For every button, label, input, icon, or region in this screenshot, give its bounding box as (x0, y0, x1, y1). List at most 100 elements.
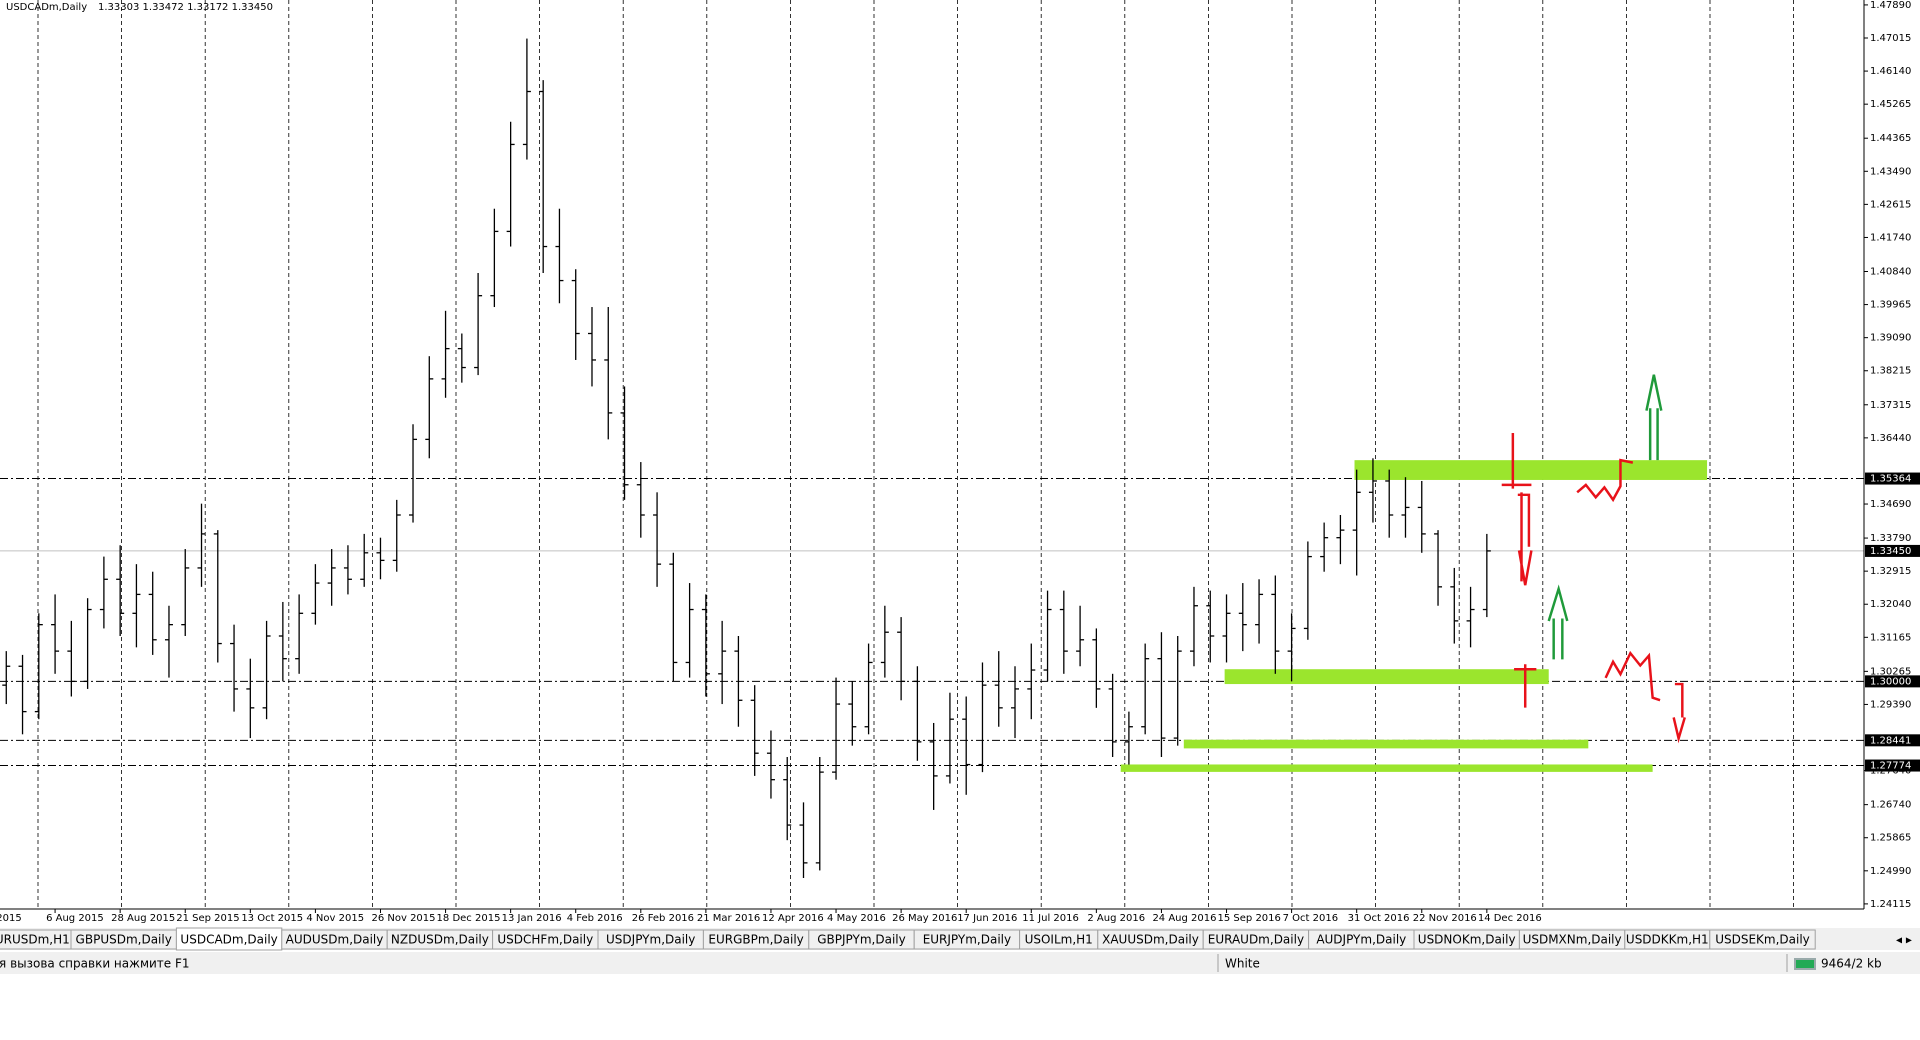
up-arrow (1645, 374, 1663, 461)
x-tick-label: 26 May 2016 (892, 913, 957, 924)
x-tick-label: 6 Aug 2015 (46, 913, 104, 924)
x-tick-label: 17 Jun 2016 (957, 913, 1017, 924)
tab[interactable] (1709, 929, 1816, 950)
x-tick-label: 14 Dec 2016 (1478, 913, 1542, 924)
tab-label[interactable]: AUDUSDm,Daily (286, 933, 384, 947)
x-tick-label: 21 Mar 2016 (697, 913, 760, 924)
y-tick-label: 1.37315 (1870, 400, 1911, 411)
tab-scroll[interactable]: ◂ ▸ (1896, 933, 1912, 947)
x-tick-label: 31 Oct 2016 (1348, 913, 1410, 924)
x-tick-label: 11 Jul 2016 (1022, 913, 1079, 924)
mark (1514, 664, 1537, 708)
y-tick-label: 1.26740 (1870, 800, 1911, 811)
traffic-icon (1794, 958, 1816, 970)
tab-label[interactable]: USOILm,H1 (1025, 933, 1093, 947)
y-tick-label: 1.30265 (1870, 666, 1911, 677)
y-tick-label: 1.42615 (1870, 199, 1911, 210)
x-tick-label: 26 Feb 2016 (632, 913, 694, 924)
level-line-label: 1.30000 (1870, 676, 1911, 687)
x-tick-label: 18 Dec 2015 (437, 913, 501, 924)
price-line-box (1865, 544, 1920, 557)
status-bar (0, 952, 1920, 974)
y-tick-label: 1.46140 (1870, 66, 1911, 77)
level-line-label: 1.28441 (1870, 735, 1911, 746)
chart-title: USDCADm,Daily (6, 2, 87, 13)
tab-label[interactable]: USDDKKm,H1 (1626, 933, 1709, 947)
y-tick-label: 1.33790 (1870, 533, 1911, 544)
level-line-box (1865, 759, 1920, 772)
x-tick-label: 15 Sep 2016 (1218, 913, 1281, 924)
y-tick-label: 1.44365 (1870, 133, 1911, 144)
y-tick-label: 1.39090 (1870, 333, 1911, 344)
tab-label[interactable]: NZDUSDm,Daily (391, 933, 489, 947)
status-template: White (1225, 957, 1260, 971)
tab-label[interactable]: USDJPYm,Daily (606, 933, 695, 947)
tab-label[interactable]: XAUUSDm,Daily (1102, 933, 1199, 947)
x-tick-label: 13 Jan 2016 (502, 913, 562, 924)
level-line-label: 1.35364 (1870, 474, 1911, 485)
x-tick-label: 22 Nov 2016 (1413, 913, 1477, 924)
x-tick-label: Jul 2015 (0, 913, 22, 924)
down-arrow (1672, 682, 1686, 744)
tab-label[interactable]: EURUSDm,H1 (0, 933, 70, 947)
level-line-box (1865, 472, 1920, 485)
level-line-label: 1.27774 (1870, 761, 1911, 772)
zone (1183, 739, 1589, 749)
tab-label[interactable]: GBPJPYm,Daily (817, 933, 905, 947)
x-tick-label: 7 Oct 2016 (1283, 913, 1338, 924)
zone (1354, 460, 1708, 480)
x-tick-label: 4 May 2016 (827, 913, 886, 924)
up-arrow (1547, 584, 1569, 660)
status-traffic: 9464/2 kb (1821, 957, 1882, 971)
y-tick-label: 1.24990 (1870, 866, 1911, 877)
scribble (1604, 650, 1661, 702)
status-help: Для вызова справки нажмите F1 (0, 957, 190, 971)
x-tick-label: 2 Aug 2016 (1087, 913, 1145, 924)
chart-ohlc: 1.33303 1.33472 1.33172 1.33450 (98, 2, 273, 13)
level-line-box (1865, 734, 1920, 747)
level-line-box (1865, 675, 1920, 688)
y-tick-label: 1.47015 (1870, 33, 1911, 44)
tab-label[interactable]: USDMXNm,Daily (1523, 933, 1622, 947)
tab-label[interactable]: USDCADm,Daily (180, 933, 277, 947)
tab-label[interactable]: GBPUSDm,Daily (76, 933, 172, 947)
x-tick-label: 13 Oct 2015 (241, 913, 303, 924)
tab-label[interactable]: USDCHFm,Daily (497, 933, 593, 947)
y-tick-label: 1.41740 (1870, 232, 1911, 243)
x-tick-label: 4 Feb 2016 (567, 913, 623, 924)
mark (1501, 432, 1532, 489)
y-tick-label: 1.24115 (1870, 899, 1911, 910)
tab-label[interactable]: AUDJPYm,Daily (1316, 933, 1406, 947)
y-tick-label: 1.32915 (1870, 566, 1911, 577)
zone (1120, 764, 1653, 772)
x-tick-label: 4 Nov 2015 (306, 913, 364, 924)
y-tick-label: 1.29390 (1870, 699, 1911, 710)
y-tick-label: 1.25865 (1870, 833, 1911, 844)
zone (1224, 669, 1549, 685)
y-tick-label: 1.45265 (1870, 99, 1911, 110)
x-tick-label: 12 Apr 2016 (762, 913, 824, 924)
y-tick-label: 1.36440 (1870, 433, 1911, 444)
y-tick-label: 1.32040 (1870, 599, 1911, 610)
y-tick-label: 1.43490 (1870, 166, 1911, 177)
x-tick-label: 24 Aug 2016 (1152, 913, 1216, 924)
annotations (1120, 374, 1708, 772)
scribble (1576, 458, 1634, 503)
y-tick-label: 1.47890 (1870, 0, 1911, 11)
tab-label[interactable]: EURGBPm,Daily (708, 933, 803, 947)
tab-label[interactable]: USDSEKm,Daily (1715, 933, 1810, 947)
y-tick-label: 1.40840 (1870, 266, 1911, 277)
y-tick-label: 1.38215 (1870, 366, 1911, 377)
tab-label[interactable]: EURAUDm,Daily (1208, 933, 1304, 947)
y-tick-label: 1.39965 (1870, 300, 1911, 311)
tab-label[interactable]: USDNOKm,Daily (1418, 933, 1516, 947)
down-arrow (1517, 492, 1533, 586)
x-tick-label: 26 Nov 2015 (371, 913, 435, 924)
x-tick-label: 28 Aug 2015 (111, 913, 175, 924)
x-tick-label: 21 Sep 2015 (176, 913, 239, 924)
y-tick-label: 1.31165 (1870, 632, 1911, 643)
y-tick-label: 1.34690 (1870, 499, 1911, 510)
tab-label[interactable]: EURJPYm,Daily (923, 933, 1011, 947)
